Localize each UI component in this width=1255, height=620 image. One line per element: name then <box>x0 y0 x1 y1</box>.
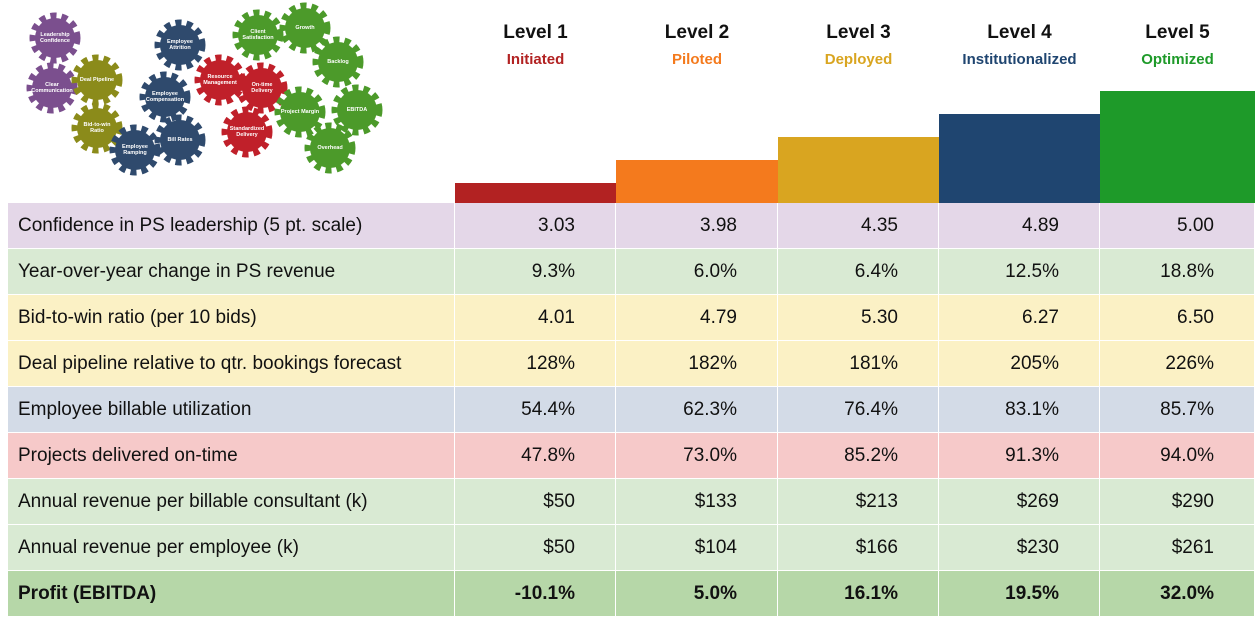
table-cell: 47.8% <box>455 433 616 478</box>
table-cell: 6.27 <box>939 295 1100 340</box>
table-cell: Deal pipeline relative to qtr. bookings … <box>8 341 455 386</box>
gear-label: Employee Ramping <box>115 130 155 170</box>
table-cell: 5.00 <box>1100 203 1255 248</box>
table-cell: 6.4% <box>778 249 939 294</box>
table-cell: 6.0% <box>616 249 778 294</box>
table-row: Profit (EBITDA)-10.1%5.0%16.1%19.5%32.0% <box>8 571 1255 617</box>
gear-label: Clear Communication <box>32 68 72 108</box>
table-cell: 76.4% <box>778 387 939 432</box>
table-cell: 3.98 <box>616 203 778 248</box>
gear-label: Employee Attrition <box>160 25 200 65</box>
level-bar <box>939 114 1100 204</box>
table-cell: $50 <box>455 479 616 524</box>
table-cell: Annual revenue per employee (k) <box>8 525 455 570</box>
table-cell: $230 <box>939 525 1100 570</box>
level-stage: Optimized <box>1100 51 1255 68</box>
table-cell: Profit (EBITDA) <box>8 571 455 616</box>
table-cell: Projects delivered on-time <box>8 433 455 478</box>
table-cell: $213 <box>778 479 939 524</box>
level-stage: Piloted <box>616 51 778 68</box>
level-name: Level 1 <box>455 22 616 44</box>
level-name: Level 4 <box>939 22 1100 44</box>
table-cell: $104 <box>616 525 778 570</box>
table-cell: $290 <box>1100 479 1255 524</box>
table-cell: 85.7% <box>1100 387 1255 432</box>
table-cell: $166 <box>778 525 939 570</box>
table-cell: $269 <box>939 479 1100 524</box>
table-cell: 3.03 <box>455 203 616 248</box>
table-cell: 5.0% <box>616 571 778 616</box>
table-cell: 4.89 <box>939 203 1100 248</box>
level-bar <box>1100 91 1255 204</box>
table-cell: 83.1% <box>939 387 1100 432</box>
gear-label: Deal Pipeline <box>77 60 117 100</box>
table-cell: $261 <box>1100 525 1255 570</box>
table-cell: 5.30 <box>778 295 939 340</box>
gear-label: Standardized Delivery <box>227 112 267 152</box>
gear-label: EBITDA <box>337 90 377 130</box>
table-cell: -10.1% <box>455 571 616 616</box>
table-cell: 18.8% <box>1100 249 1255 294</box>
gear-label: Leadership Confidence <box>35 18 75 58</box>
table-cell: $133 <box>616 479 778 524</box>
gear-label: Bid-to-win Ratio <box>77 108 117 148</box>
level-name: Level 2 <box>616 22 778 44</box>
gear-label: On-time Delivery <box>242 68 282 108</box>
table-cell: 6.50 <box>1100 295 1255 340</box>
table-cell: 9.3% <box>455 249 616 294</box>
level-name: Level 5 <box>1100 22 1255 44</box>
gear-label: Client Satisfaction <box>238 15 278 55</box>
level-stage: Institutionalized <box>939 51 1100 68</box>
level-bar <box>778 137 939 204</box>
level-stage: Deployed <box>778 51 939 68</box>
table-row: Annual revenue per billable consultant (… <box>8 479 1255 525</box>
table-cell: 32.0% <box>1100 571 1255 616</box>
table-cell: 181% <box>778 341 939 386</box>
gear-label: Employee Compensation <box>145 77 185 117</box>
table-cell: 19.5% <box>939 571 1100 616</box>
gear-label: Resource Management <box>200 60 240 100</box>
table-cell: 4.35 <box>778 203 939 248</box>
gear-label: Project Margin <box>280 92 320 132</box>
table-cell: 94.0% <box>1100 433 1255 478</box>
table-row: Annual revenue per employee (k)$50$104$1… <box>8 525 1255 571</box>
level-bar <box>455 183 616 204</box>
table-cell: 128% <box>455 341 616 386</box>
table-cell: 54.4% <box>455 387 616 432</box>
table-cell: Bid-to-win ratio (per 10 bids) <box>8 295 455 340</box>
level-name: Level 3 <box>778 22 939 44</box>
table-row: Projects delivered on-time47.8%73.0%85.2… <box>8 433 1255 479</box>
table-cell: Annual revenue per billable consultant (… <box>8 479 455 524</box>
table-cell: 73.0% <box>616 433 778 478</box>
table-cell: Year-over-year change in PS revenue <box>8 249 455 294</box>
table-cell: $50 <box>455 525 616 570</box>
table-row: Confidence in PS leadership (5 pt. scale… <box>8 203 1255 249</box>
gear-label: Overhead <box>310 128 350 168</box>
level-stage: Initiated <box>455 51 616 68</box>
page: Leadership Confidence Clear Communication… <box>0 0 1255 620</box>
gear-label: Bill Rates <box>160 120 200 160</box>
table-cell: 182% <box>616 341 778 386</box>
table-cell: 91.3% <box>939 433 1100 478</box>
table-row: Deal pipeline relative to qtr. bookings … <box>8 341 1255 387</box>
table-cell: 226% <box>1100 341 1255 386</box>
table-cell: 16.1% <box>778 571 939 616</box>
table-cell: 62.3% <box>616 387 778 432</box>
gear-label: Backlog <box>318 42 358 82</box>
table-cell: Confidence in PS leadership (5 pt. scale… <box>8 203 455 248</box>
table-cell: Employee billable utilization <box>8 387 455 432</box>
table-cell: 85.2% <box>778 433 939 478</box>
level-bar <box>616 160 778 204</box>
table-cell: 205% <box>939 341 1100 386</box>
table-cell: 4.01 <box>455 295 616 340</box>
table-cell: 4.79 <box>616 295 778 340</box>
table-cell: 12.5% <box>939 249 1100 294</box>
